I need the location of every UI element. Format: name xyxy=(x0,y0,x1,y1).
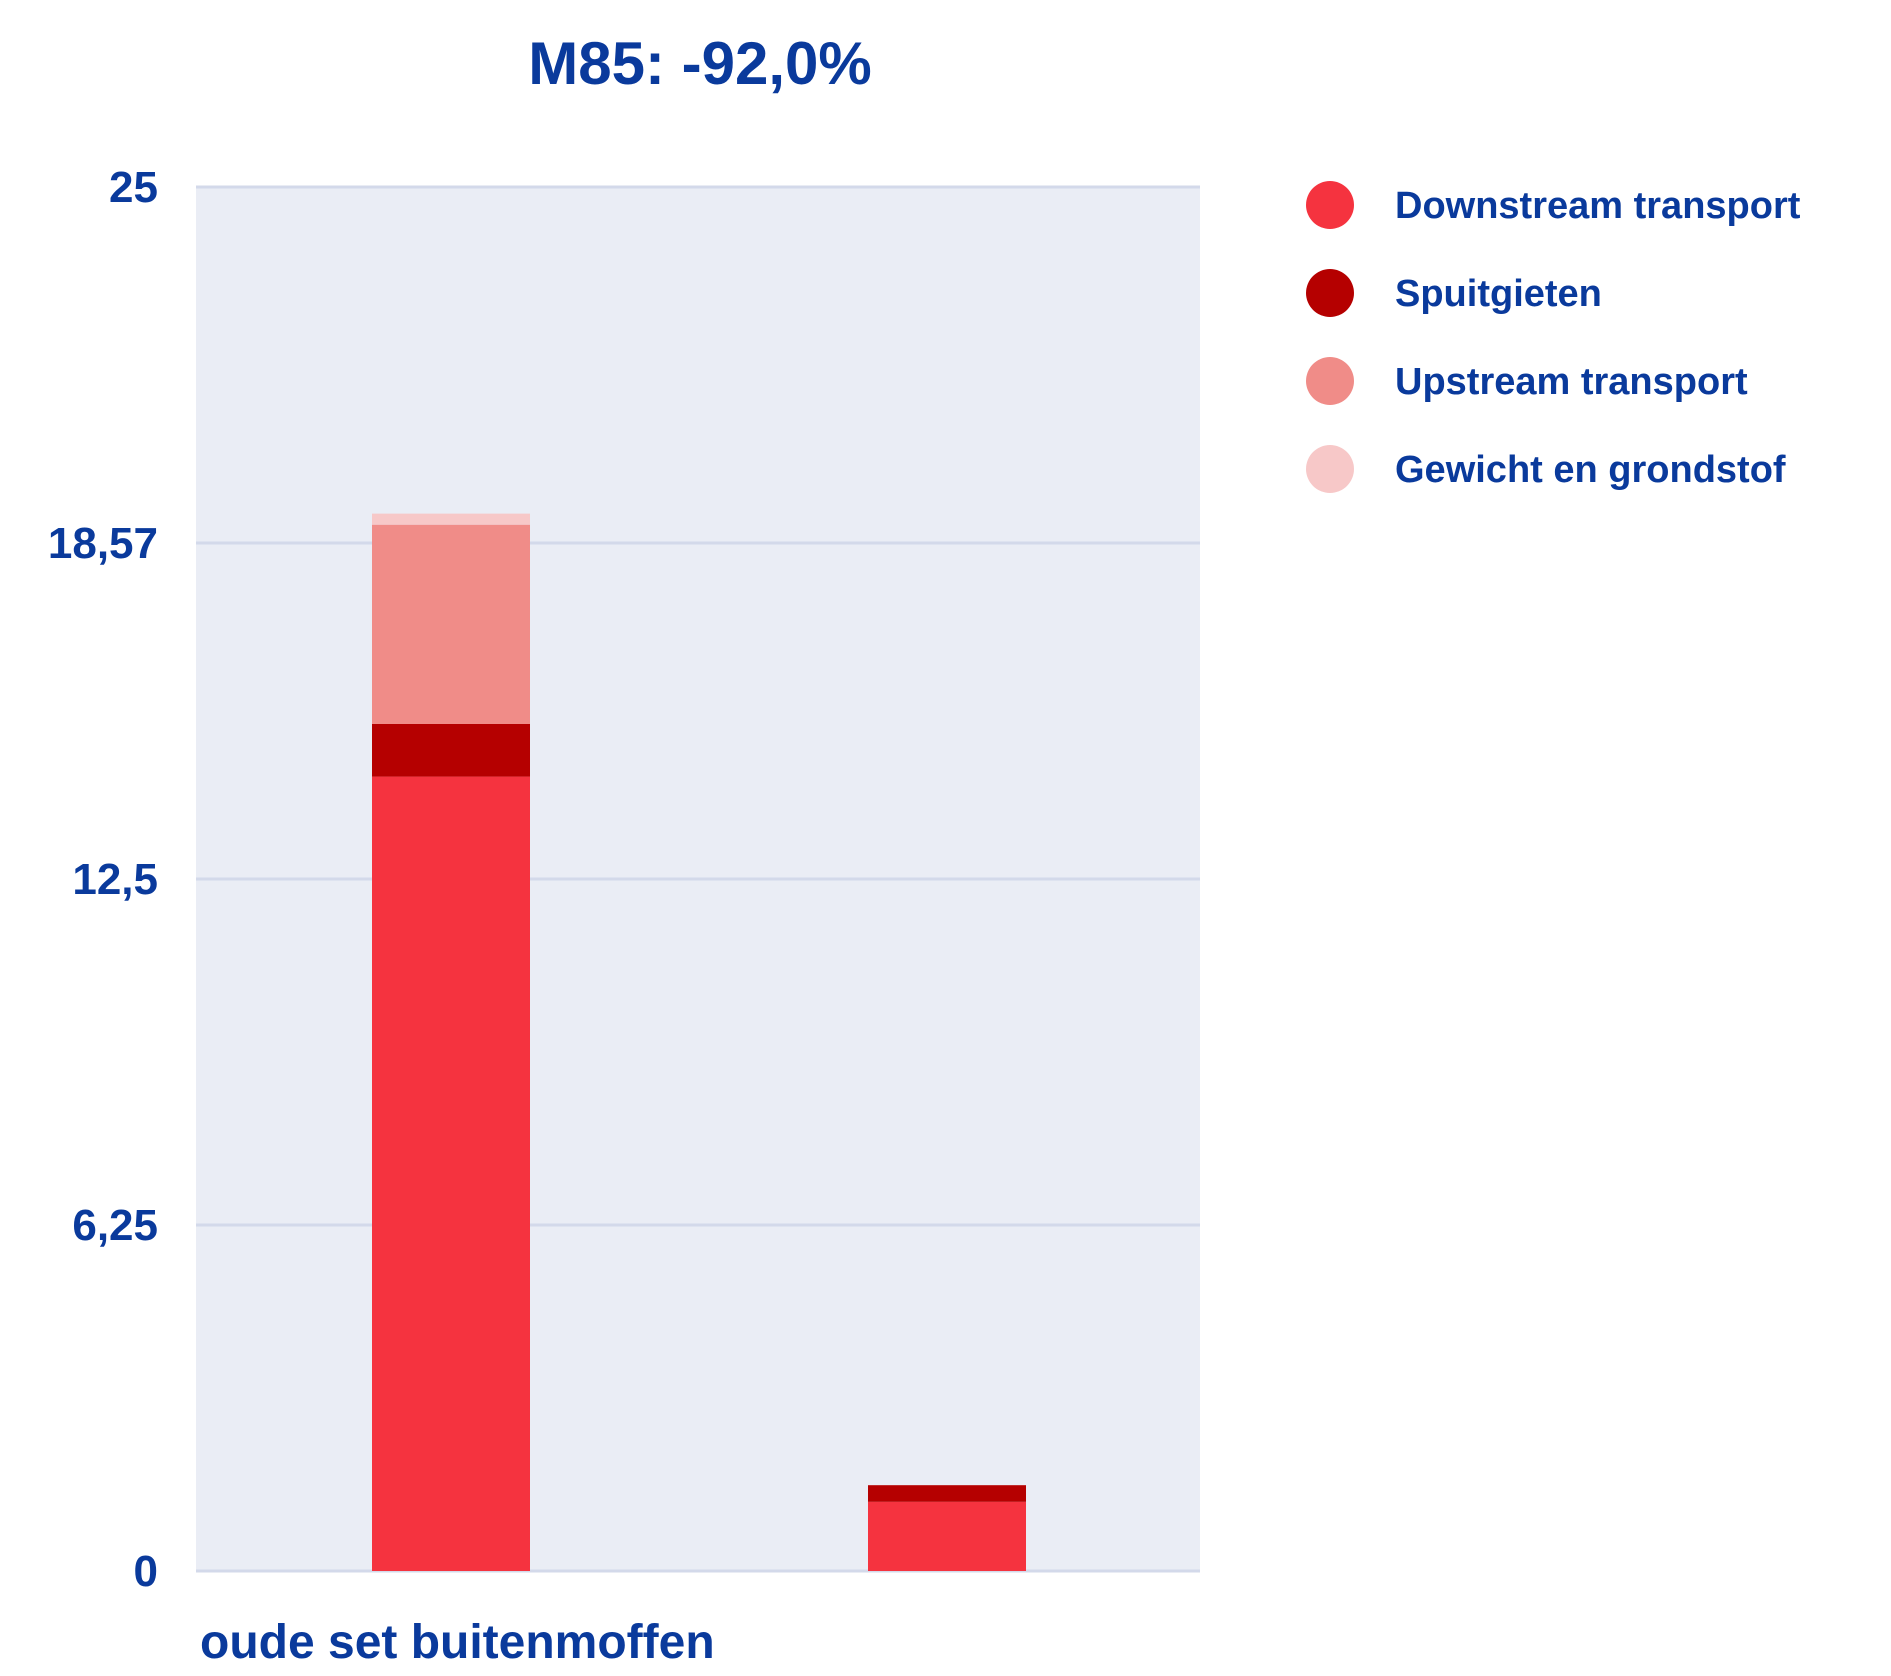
bar-segment xyxy=(372,723,530,777)
y-tick-label: 25 xyxy=(109,163,158,212)
chart-title: M85: -92,0% xyxy=(528,30,871,97)
bar-segment xyxy=(372,524,530,724)
y-tick-label: 18,57 xyxy=(48,519,158,568)
x-category-label: oude set buitenmoffen xyxy=(200,1616,715,1669)
bar-segment xyxy=(868,1485,1026,1502)
y-tick-label: 0 xyxy=(134,1547,158,1596)
bar-segment xyxy=(868,1501,1026,1571)
legend-marker xyxy=(1306,445,1354,493)
legend: Downstream transport Spuitgieten Upstream … xyxy=(1306,181,1801,493)
bar-segment xyxy=(372,776,530,1571)
legend-marker xyxy=(1306,357,1354,405)
y-tick-label: 6,25 xyxy=(72,1201,158,1250)
legend-label: Gewicht en grondstof xyxy=(1395,449,1786,491)
legend-label: Downstream transport xyxy=(1395,185,1801,227)
y-tick-label: 12,5 xyxy=(72,855,158,904)
legend-label: Upstream transport xyxy=(1395,361,1748,403)
legend-label: Spuitgieten xyxy=(1395,273,1602,315)
y-axis: 0 6,25 12,5 18,57 25 xyxy=(48,163,158,1596)
legend-marker xyxy=(1306,181,1354,229)
gridlines xyxy=(196,185,1200,1573)
bars xyxy=(372,513,1026,1571)
legend-marker xyxy=(1306,269,1354,317)
x-axis: oude set buitenmoffen xyxy=(200,1616,715,1669)
bar-segment xyxy=(372,513,530,525)
